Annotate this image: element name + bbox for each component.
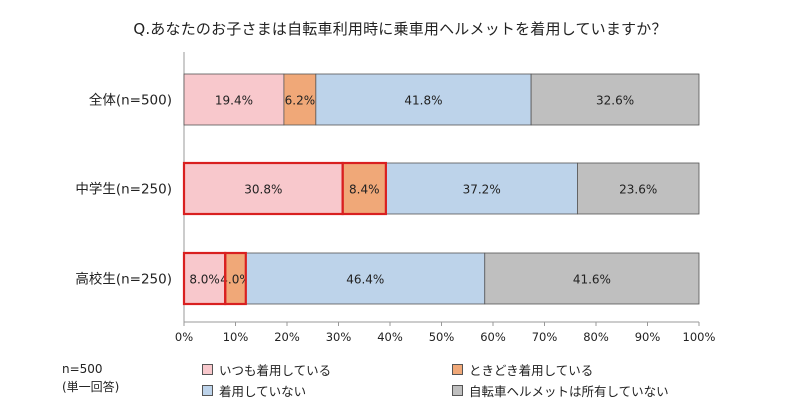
legend-swatch xyxy=(452,385,463,396)
bar-segment xyxy=(245,252,486,305)
x-tick-label: 100% xyxy=(683,330,716,344)
x-tick-label: 70% xyxy=(532,330,558,344)
data-label: 41.6% xyxy=(573,273,611,287)
data-label: 37.2% xyxy=(463,183,501,197)
legend-label: 自転車ヘルメットは所有していない xyxy=(469,384,669,399)
data-label: 4.0% xyxy=(220,273,251,287)
x-tick-label: 10% xyxy=(223,330,249,344)
x-tick-label: 60% xyxy=(480,330,506,344)
data-label: 19.4% xyxy=(215,94,253,108)
bar-segment xyxy=(183,252,226,305)
bar-segment xyxy=(530,73,700,126)
legend-label: ときどき着用している xyxy=(469,363,594,378)
legend-item: 自転車ヘルメットは所有していない xyxy=(452,381,669,400)
legend-item: いつも着用している xyxy=(202,360,331,379)
bar-segment xyxy=(315,73,532,126)
category-label: 全体(n=500) xyxy=(89,92,172,109)
x-tick-label: 80% xyxy=(583,330,609,344)
bar-segment xyxy=(484,252,700,305)
data-label: 30.8% xyxy=(244,183,282,197)
legend-item: ときどき着用している xyxy=(452,360,593,379)
data-label: 8.4% xyxy=(349,183,380,197)
bar-segment xyxy=(342,162,387,215)
x-tick-label: 20% xyxy=(274,330,300,344)
category-label: 中学生(n=250) xyxy=(75,182,172,198)
sample-size-note: n=500 xyxy=(62,362,103,376)
legend-label: 着用していない xyxy=(219,384,307,399)
bar-segment xyxy=(577,162,700,215)
chart-title: Q.あなたのお子さまは自転車利用時に乗車用ヘルメットを着用していますか？ xyxy=(133,20,667,38)
bar-segment xyxy=(283,73,317,126)
x-tick-label: 50% xyxy=(429,330,455,344)
data-label: 8.0% xyxy=(189,273,220,287)
category-label: 高校生(n=250) xyxy=(75,271,172,288)
answer-type-note: (単一回答) xyxy=(62,380,120,394)
highlight-outline xyxy=(224,251,247,306)
bar-segment xyxy=(183,162,344,215)
legend-label: いつも着用している xyxy=(219,363,332,378)
data-label: 6.2% xyxy=(285,94,316,108)
data-label: 41.8% xyxy=(404,94,442,108)
data-label: 23.6% xyxy=(619,183,657,197)
bar-segment xyxy=(385,162,578,215)
highlight-outline xyxy=(341,161,387,216)
legend-item: 着用していない xyxy=(202,381,306,400)
data-label: 46.4% xyxy=(346,273,384,287)
x-tick-label: 90% xyxy=(635,330,661,344)
data-label: 32.6% xyxy=(596,94,634,108)
x-tick-label: 40% xyxy=(377,330,403,344)
legend-swatch xyxy=(452,364,463,375)
x-tick-label: 0% xyxy=(175,330,193,344)
x-tick-label: 30% xyxy=(326,330,352,344)
legend-swatch xyxy=(202,364,213,375)
legend-swatch xyxy=(202,385,213,396)
